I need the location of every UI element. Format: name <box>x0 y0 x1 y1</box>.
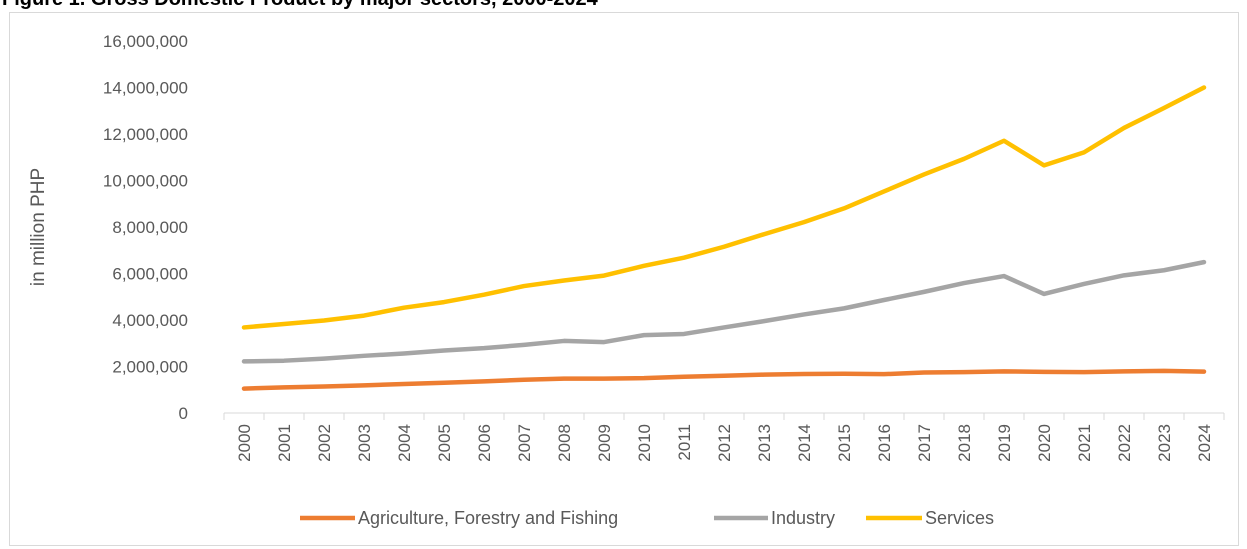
y-tick-label: 10,000,000 <box>103 172 188 191</box>
x-tick-label: 2000 <box>235 424 254 462</box>
x-tick-label: 2009 <box>595 424 614 462</box>
x-tick-label: 2015 <box>835 424 854 462</box>
x-tick-label: 2007 <box>515 424 534 462</box>
y-tick-label: 14,000,000 <box>103 79 188 98</box>
x-tick-label: 2022 <box>1115 424 1134 462</box>
y-tick-label: 8,000,000 <box>112 218 188 237</box>
legend-label: Industry <box>771 508 835 528</box>
x-tick-label: 2017 <box>915 424 934 462</box>
x-tick-label: 2019 <box>995 424 1014 462</box>
y-tick-label: 0 <box>179 404 188 423</box>
y-axis-title: in million PHP <box>28 168 49 286</box>
x-tick-label: 2014 <box>795 424 814 462</box>
x-tick-label: 2012 <box>715 424 734 462</box>
x-tick-label: 2013 <box>755 424 774 462</box>
figure-title: Figure 1. Gross Domestic Product by majo… <box>2 0 598 11</box>
series-line-0 <box>241 368 1207 391</box>
y-tick-label: 4,000,000 <box>112 311 188 330</box>
x-tick-label: 2005 <box>435 424 454 462</box>
y-tick-label: 6,000,000 <box>112 265 188 284</box>
x-tick-label: 2020 <box>1035 424 1054 462</box>
chart-area <box>9 12 1239 546</box>
x-tick-label: 2018 <box>955 424 974 462</box>
legend-label: Agriculture, Forestry and Fishing <box>358 508 618 528</box>
series-layer <box>241 85 1207 391</box>
x-tick-label: 2011 <box>675 424 694 461</box>
y-tick-label: 12,000,000 <box>103 125 188 144</box>
x-tick-label: 2002 <box>315 424 334 462</box>
x-axis: 2000 2001 2002 2003 2004 2005 2006 2007 2008 2009… <box>223 412 1225 462</box>
x-tick-label: 2010 <box>635 424 654 462</box>
x-tick-label: 2023 <box>1155 424 1174 462</box>
series-line-2 <box>241 85 1207 330</box>
x-tick-label: 2021 <box>1075 424 1094 462</box>
legend-label: Services <box>925 508 994 528</box>
x-tick-label: 2008 <box>555 424 574 462</box>
y-tick-label: 16,000,000 <box>103 32 188 51</box>
series-line-1 <box>241 259 1207 364</box>
x-tick-label: 2006 <box>475 424 494 462</box>
x-tick-label: 2001 <box>275 424 294 462</box>
x-tick-label: 2016 <box>875 424 894 462</box>
x-tick-label: 2003 <box>355 424 374 462</box>
y-axis-ticks: 0 2,000,000 4,000,000 6,000,000 8,000,000 10,… <box>103 32 188 423</box>
x-tick-label: 2004 <box>395 424 414 462</box>
y-tick-label: 2,000,000 <box>112 358 188 377</box>
x-tick-label: 2024 <box>1195 424 1214 462</box>
legend: Agriculture, Forestry and Fishing Industr… <box>300 508 994 528</box>
